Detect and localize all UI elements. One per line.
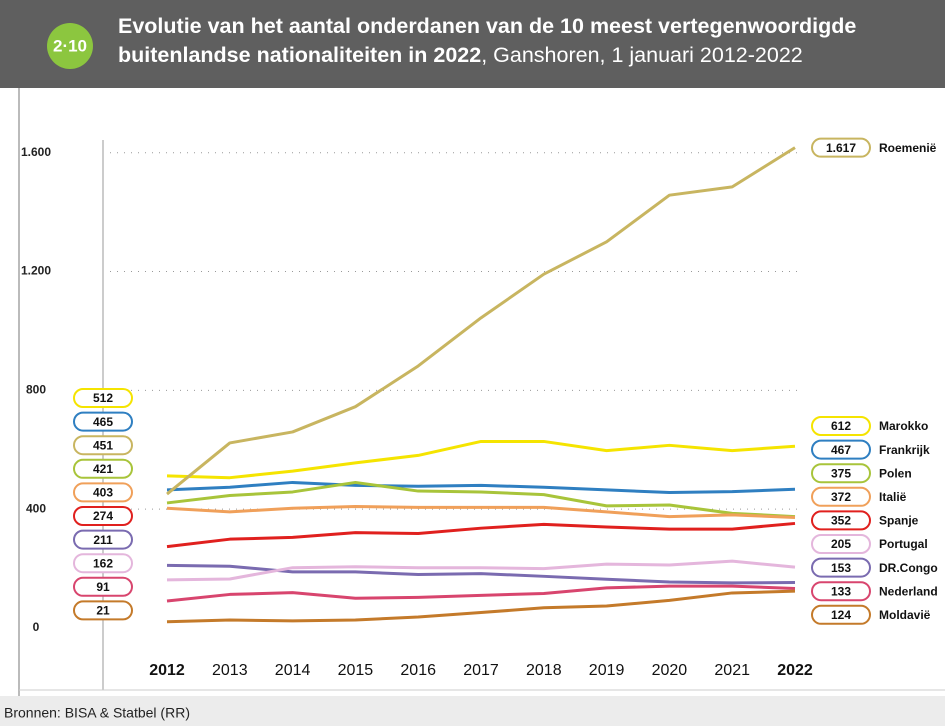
footer-band (0, 696, 945, 726)
value-label: 421 (93, 462, 113, 476)
value-label: 211 (93, 533, 113, 547)
series-line (166, 480, 796, 519)
value-pill (73, 458, 133, 479)
x-tick-label: 2018 (526, 662, 562, 679)
value-label: 403 (93, 486, 113, 500)
value-pill (811, 486, 871, 507)
title-box: Evolutie van het aantal onderdanen van d… (118, 14, 857, 67)
x-tick-label: 2020 (652, 662, 688, 679)
value-label: 512 (93, 391, 113, 405)
x-tick-label: 2022 (777, 662, 813, 679)
series-line (166, 480, 796, 495)
value-label: 352 (831, 514, 851, 528)
value-label: 1.617 (826, 141, 856, 155)
x-tick-label: 2014 (275, 662, 311, 679)
value-label: 21 (96, 604, 110, 618)
x-tick-label: 2021 (714, 662, 750, 679)
series-line (166, 439, 796, 480)
series-line (166, 559, 796, 582)
legend-label: Polen (879, 466, 912, 480)
value-pill (73, 576, 133, 597)
badge-text: 2·10 (53, 36, 87, 55)
value-label: 91 (96, 580, 110, 594)
value-pill (73, 600, 133, 621)
value-pill (811, 416, 871, 436)
legend-label: Italië (879, 490, 907, 504)
legend-label: Marokko (879, 419, 928, 433)
value-label: 274 (93, 509, 113, 523)
badge (47, 23, 93, 69)
value-label: 467 (831, 443, 851, 457)
value-pill (811, 137, 871, 158)
x-tick-label: 2015 (338, 662, 374, 679)
value-label: 133 (831, 584, 851, 598)
x-tick-label: 2012 (149, 662, 185, 679)
value-label: 372 (831, 490, 851, 504)
value-label: 465 (93, 415, 113, 429)
legend-label: Spanje (879, 514, 919, 528)
value-label: 205 (831, 537, 851, 551)
legend-label: DR.Congo (879, 561, 938, 575)
value-label: 162 (93, 556, 113, 570)
value-label: 612 (831, 419, 851, 433)
y-tick-label: 1.200 (21, 264, 51, 278)
y-tick-label: 1.600 (21, 145, 51, 159)
source: Bronnen: BISA & Statbel (RR) (4, 705, 190, 721)
x-tick-label: 2019 (589, 662, 625, 679)
value-pill (73, 529, 133, 550)
value-pill (73, 482, 133, 503)
value-pill (811, 463, 871, 484)
value-label: 451 (93, 438, 113, 452)
value-pill (73, 411, 133, 432)
value-pill (73, 435, 133, 456)
y-tick-label: 400 (26, 501, 46, 515)
value-pill (811, 534, 871, 554)
value-pill (811, 604, 871, 625)
value-pill (811, 557, 871, 578)
chart-subtitle: , Ganshoren, 1 januari 2012-2022 (481, 43, 803, 67)
series-line (166, 584, 796, 603)
value-pill (811, 510, 871, 531)
legend-label: Roemenië (879, 141, 937, 155)
y-tick-label: 800 (26, 383, 46, 397)
x-tick-label: 2013 (212, 662, 248, 679)
x-tick-label: 2017 (463, 662, 499, 679)
series-line (166, 146, 796, 496)
chart-title: Evolutie van het aantal onderdanen van d… (118, 14, 857, 67)
series-line (166, 521, 796, 549)
value-label: 375 (831, 466, 851, 480)
value-label: 153 (831, 561, 851, 575)
header-band (0, 0, 945, 88)
legend-label: Frankrijk (879, 443, 930, 457)
series-line (166, 505, 796, 519)
value-pill (73, 553, 133, 574)
value-pill (811, 439, 871, 460)
value-pill (73, 388, 133, 408)
value-pill (73, 506, 133, 526)
legend-label: Portugal (879, 537, 928, 551)
y-tick-label: 0 (33, 620, 40, 634)
value-pill (811, 581, 871, 602)
legend-label: Moldavië (879, 608, 931, 622)
series-line (166, 589, 796, 624)
value-label: 124 (831, 608, 851, 622)
legend-label: Nederland (879, 584, 938, 598)
x-tick-label: 2016 (400, 662, 436, 679)
